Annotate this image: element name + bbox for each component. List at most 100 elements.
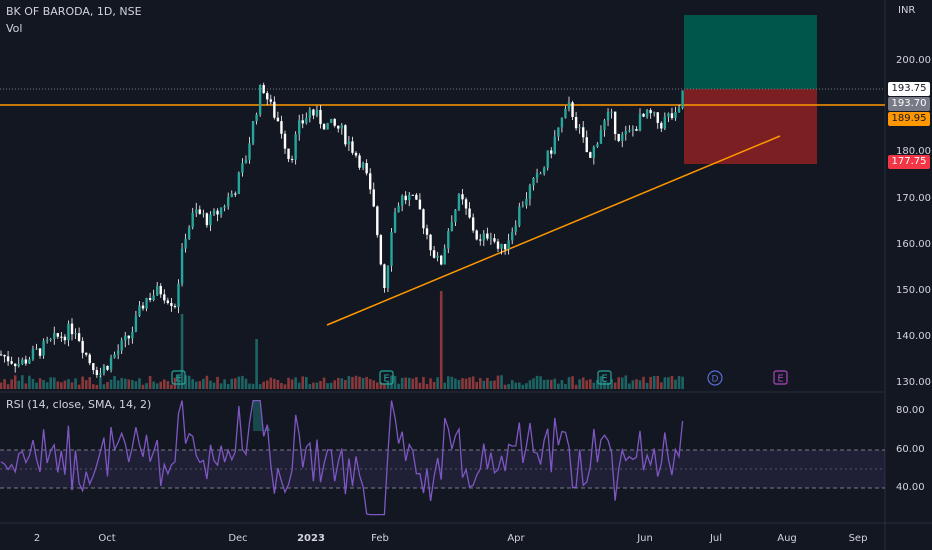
candle-body (45, 339, 49, 341)
volume-bar (379, 382, 383, 389)
candle-body (553, 136, 556, 154)
volume-bar (13, 375, 17, 389)
candle-body (503, 243, 507, 250)
volume-bar (447, 376, 450, 389)
candle-body (574, 117, 578, 129)
volume-bar (368, 379, 372, 389)
currency-label[interactable]: INR (898, 5, 916, 16)
volume-bar (52, 377, 56, 389)
volume-bar (209, 380, 212, 389)
volume-bar (60, 382, 63, 389)
volume-bar (28, 375, 31, 389)
position-target-zone[interactable] (684, 15, 817, 89)
position-stop-zone[interactable] (684, 89, 817, 164)
candle-body (67, 323, 70, 341)
price-label-high[interactable]: 193.75 (888, 82, 930, 96)
candle-body (10, 361, 13, 364)
volume-bar (450, 376, 454, 389)
volume-bar (49, 377, 52, 389)
volume-bar (589, 379, 592, 389)
volume-bar (468, 377, 471, 389)
future-earnings-marker[interactable]: E (773, 370, 788, 385)
candle-body (596, 143, 599, 147)
candle-body (589, 152, 592, 158)
candle-body (344, 125, 347, 145)
candle-body (670, 113, 674, 119)
candle-body (379, 235, 383, 265)
candle-body (528, 185, 532, 199)
volume-bar (596, 379, 599, 389)
volume-bar (354, 375, 358, 389)
candle-body (156, 285, 159, 296)
candle-body (436, 255, 439, 258)
volume-bar (393, 375, 397, 389)
candle-body (354, 152, 358, 156)
rsi-legend[interactable]: RSI (14, close, SMA, 14, 2) (6, 398, 152, 411)
volume-bar (599, 376, 603, 389)
volume-bar (383, 383, 386, 389)
volume-bar (234, 378, 237, 389)
candle-body (585, 137, 588, 153)
candle-body (42, 340, 45, 356)
volume-bar (24, 383, 28, 389)
price-label-stop[interactable]: 177.75 (888, 155, 930, 169)
earnings-marker[interactable]: E (379, 370, 394, 385)
rsi-line (0, 399, 684, 516)
earnings-marker[interactable]: E (597, 370, 612, 385)
volume-bar (223, 379, 226, 389)
candle-body (642, 113, 645, 117)
candle-body (429, 234, 432, 251)
volume-bar (542, 379, 546, 389)
volume-bar (319, 381, 322, 389)
candle-body (0, 354, 3, 356)
volume-bar (237, 376, 241, 389)
candle-body (418, 199, 422, 210)
price-tick: 160.00 (896, 239, 931, 250)
price-label-last[interactable]: 193.70 (888, 97, 930, 111)
candle-body (276, 117, 280, 122)
volume-bar (528, 380, 532, 389)
candlestick-series (0, 82, 684, 378)
volume-bar (308, 384, 312, 389)
dividend-marker[interactable]: D (707, 370, 723, 386)
volume-bar (518, 382, 521, 389)
symbol-legend[interactable]: BK OF BARODA, 1D, NSE (6, 5, 142, 18)
candle-body (230, 193, 233, 198)
volume-bar (386, 381, 390, 389)
volume-bar (141, 384, 145, 389)
volume-bar (620, 377, 624, 389)
volume-bar (585, 380, 589, 389)
volume-bar (262, 381, 265, 389)
volume-bar (212, 382, 216, 389)
trend-line[interactable] (326, 135, 781, 326)
volume-bar (152, 381, 155, 389)
candle-body (539, 173, 542, 175)
volume-bar (628, 383, 631, 389)
candle-body (262, 84, 265, 94)
candle-body (400, 195, 404, 206)
price-label-line[interactable]: 189.95 (888, 112, 930, 126)
price-tick: 180.00 (896, 146, 931, 157)
candle-body (113, 354, 116, 358)
candle-body (134, 315, 138, 332)
rsi-tick: 60.00 (896, 444, 925, 455)
volume-bar (557, 383, 560, 389)
candle-body (635, 129, 638, 131)
volume-bar (177, 375, 180, 389)
volume-bar (283, 384, 287, 389)
volume-bar (155, 383, 159, 389)
candle-body (184, 238, 187, 249)
earnings-marker[interactable]: E (171, 370, 186, 385)
volume-bar (290, 379, 294, 389)
volume-bar (92, 384, 95, 389)
candle-body (56, 333, 59, 337)
candle-body (255, 114, 258, 122)
candle-body (631, 129, 635, 131)
price-tick: 170.00 (896, 193, 931, 204)
volume-legend[interactable]: Vol (6, 22, 23, 35)
volume-bar (38, 378, 42, 389)
candle-body (152, 295, 155, 301)
candle-body (209, 214, 212, 226)
candle-body (383, 264, 386, 288)
